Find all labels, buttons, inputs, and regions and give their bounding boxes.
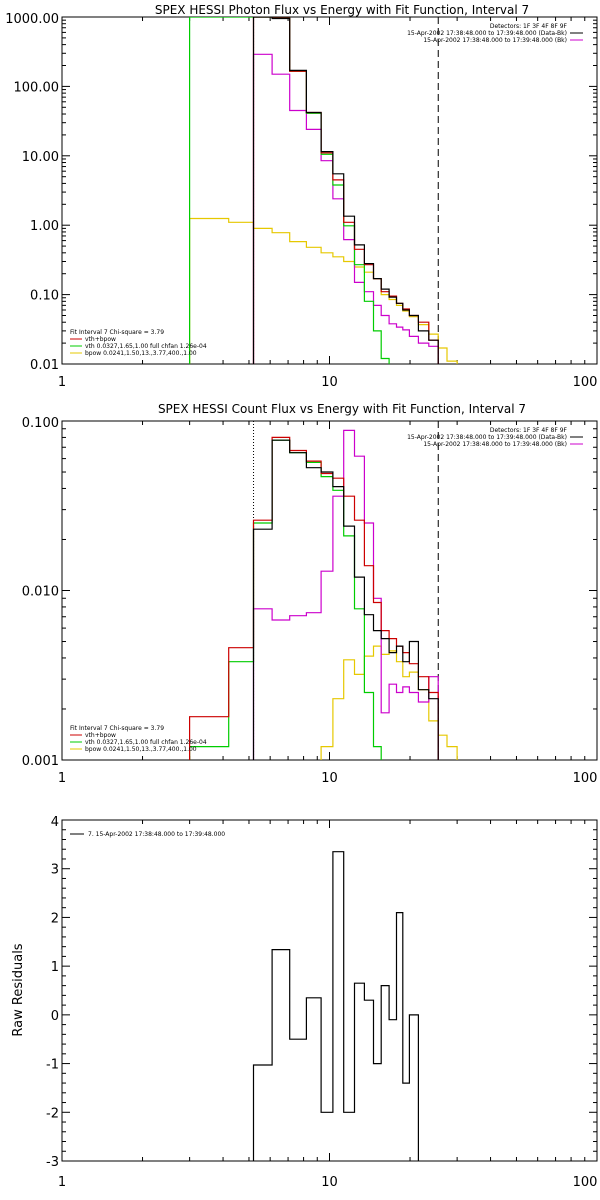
series-data bbox=[252, 851, 419, 1161]
x-tick-label: 10 bbox=[321, 771, 338, 786]
series-background bbox=[252, 53, 439, 364]
legend-header-line: 15-Apr-2002 17:38:48.000 to 17:39:48.000… bbox=[407, 30, 567, 37]
y-tick-label: 2 bbox=[51, 911, 59, 926]
y-tick-label: 0.001 bbox=[22, 754, 59, 769]
fit-legend-line: vth 0.0327,1.65,1.00 full chfan 1.26e-04 bbox=[85, 739, 207, 746]
x-tick-label: 1 bbox=[58, 1175, 66, 1190]
legend-header-line: Detectors: 1F 3F 4F 8F 9F bbox=[490, 23, 568, 30]
x-tick-label: 100 bbox=[573, 1175, 598, 1190]
y-tick-label: 1.00 bbox=[30, 219, 59, 234]
y-tick-label: 4 bbox=[51, 815, 59, 830]
fit-legend-line: Fit Interval 7 Chi-square = 3.79 bbox=[70, 329, 164, 336]
photon-flux-chart: SPEX HESSI Photon Flux vs Energy with Fi… bbox=[5, 3, 598, 390]
legend-header-line: 7. 15-Apr-2002 17:38:48.000 to 17:39:48.… bbox=[88, 831, 225, 838]
plot-frame bbox=[61, 16, 598, 365]
y-tick-label: -3 bbox=[46, 1155, 59, 1170]
y-tick-label: 0.01 bbox=[30, 358, 59, 373]
x-tick-label: 1 bbox=[58, 375, 66, 390]
series-data bbox=[252, 17, 439, 364]
series-background bbox=[252, 429, 439, 760]
series-data bbox=[252, 439, 439, 760]
legend-header-line: 15-Apr-2002 17:38:48.000 to 17:39:48.000… bbox=[423, 37, 567, 44]
chart-title: SPEX HESSI Photon Flux vs Energy with Fi… bbox=[155, 3, 529, 17]
y-tick-label: 0.010 bbox=[22, 585, 59, 600]
fit-legend-line: vth+bpow bbox=[85, 336, 116, 343]
fit-legend-line: vth 0.0327,1.65,1.00 full chfan 1.26e-04 bbox=[85, 343, 207, 350]
y-tick-label: 1000.00 bbox=[5, 12, 59, 27]
y-tick-label: 0.100 bbox=[22, 416, 59, 431]
legend-header-line: Detectors: 1F 3F 4F 8F 9F bbox=[490, 427, 568, 434]
x-tick-label: 10 bbox=[321, 375, 338, 390]
x-tick-label: 10 bbox=[321, 1175, 338, 1190]
y-tick-label: 1 bbox=[51, 960, 59, 975]
x-tick-label: 100 bbox=[573, 375, 598, 390]
series-vth bbox=[189, 439, 382, 760]
y-tick-label: 100.00 bbox=[14, 80, 60, 95]
y-tick-label: 3 bbox=[51, 863, 59, 878]
count-flux-chart: SPEX HESSI Count Flux vs Energy with Fit… bbox=[22, 402, 598, 786]
residuals-chart: Raw Residuals 1 10 100 -3 -2 -1 0 1 2 3 4 7. 15-Apr… bbox=[11, 815, 598, 1190]
y-tick-label: 0.10 bbox=[30, 289, 59, 304]
x-tick-label: 100 bbox=[573, 771, 598, 786]
y-axis-label: Raw Residuals bbox=[11, 943, 26, 1036]
y-tick-label: -1 bbox=[46, 1058, 59, 1073]
x-tick-label: 1 bbox=[58, 771, 66, 786]
fit-legend-line: vth+bpow bbox=[85, 732, 116, 739]
y-tick-label: -2 bbox=[46, 1106, 59, 1121]
legend-header-line: 15-Apr-2002 17:38:48.000 to 17:39:48.000… bbox=[423, 441, 567, 448]
series-bpow bbox=[189, 217, 458, 364]
plot-frame bbox=[61, 819, 598, 1162]
series-fit_total bbox=[252, 17, 439, 364]
legend-header-line: 15-Apr-2002 17:38:48.000 to 17:39:48.000… bbox=[407, 434, 567, 441]
chart-title: SPEX HESSI Count Flux vs Energy with Fit… bbox=[158, 402, 526, 416]
series-fit_total bbox=[189, 436, 439, 760]
y-tick-label: 0 bbox=[51, 1009, 59, 1024]
fit-legend-line: Fit Interval 7 Chi-square = 3.79 bbox=[70, 725, 164, 732]
fit-legend-line: bpow 0.0241,1.50,13.,3.77,400.,1.00 bbox=[85, 350, 197, 357]
series-bpow bbox=[320, 645, 458, 760]
y-tick-label: 10.00 bbox=[22, 150, 59, 165]
fit-legend-line: bpow 0.0241,1.50,13.,3.77,400.,1.00 bbox=[85, 746, 197, 753]
